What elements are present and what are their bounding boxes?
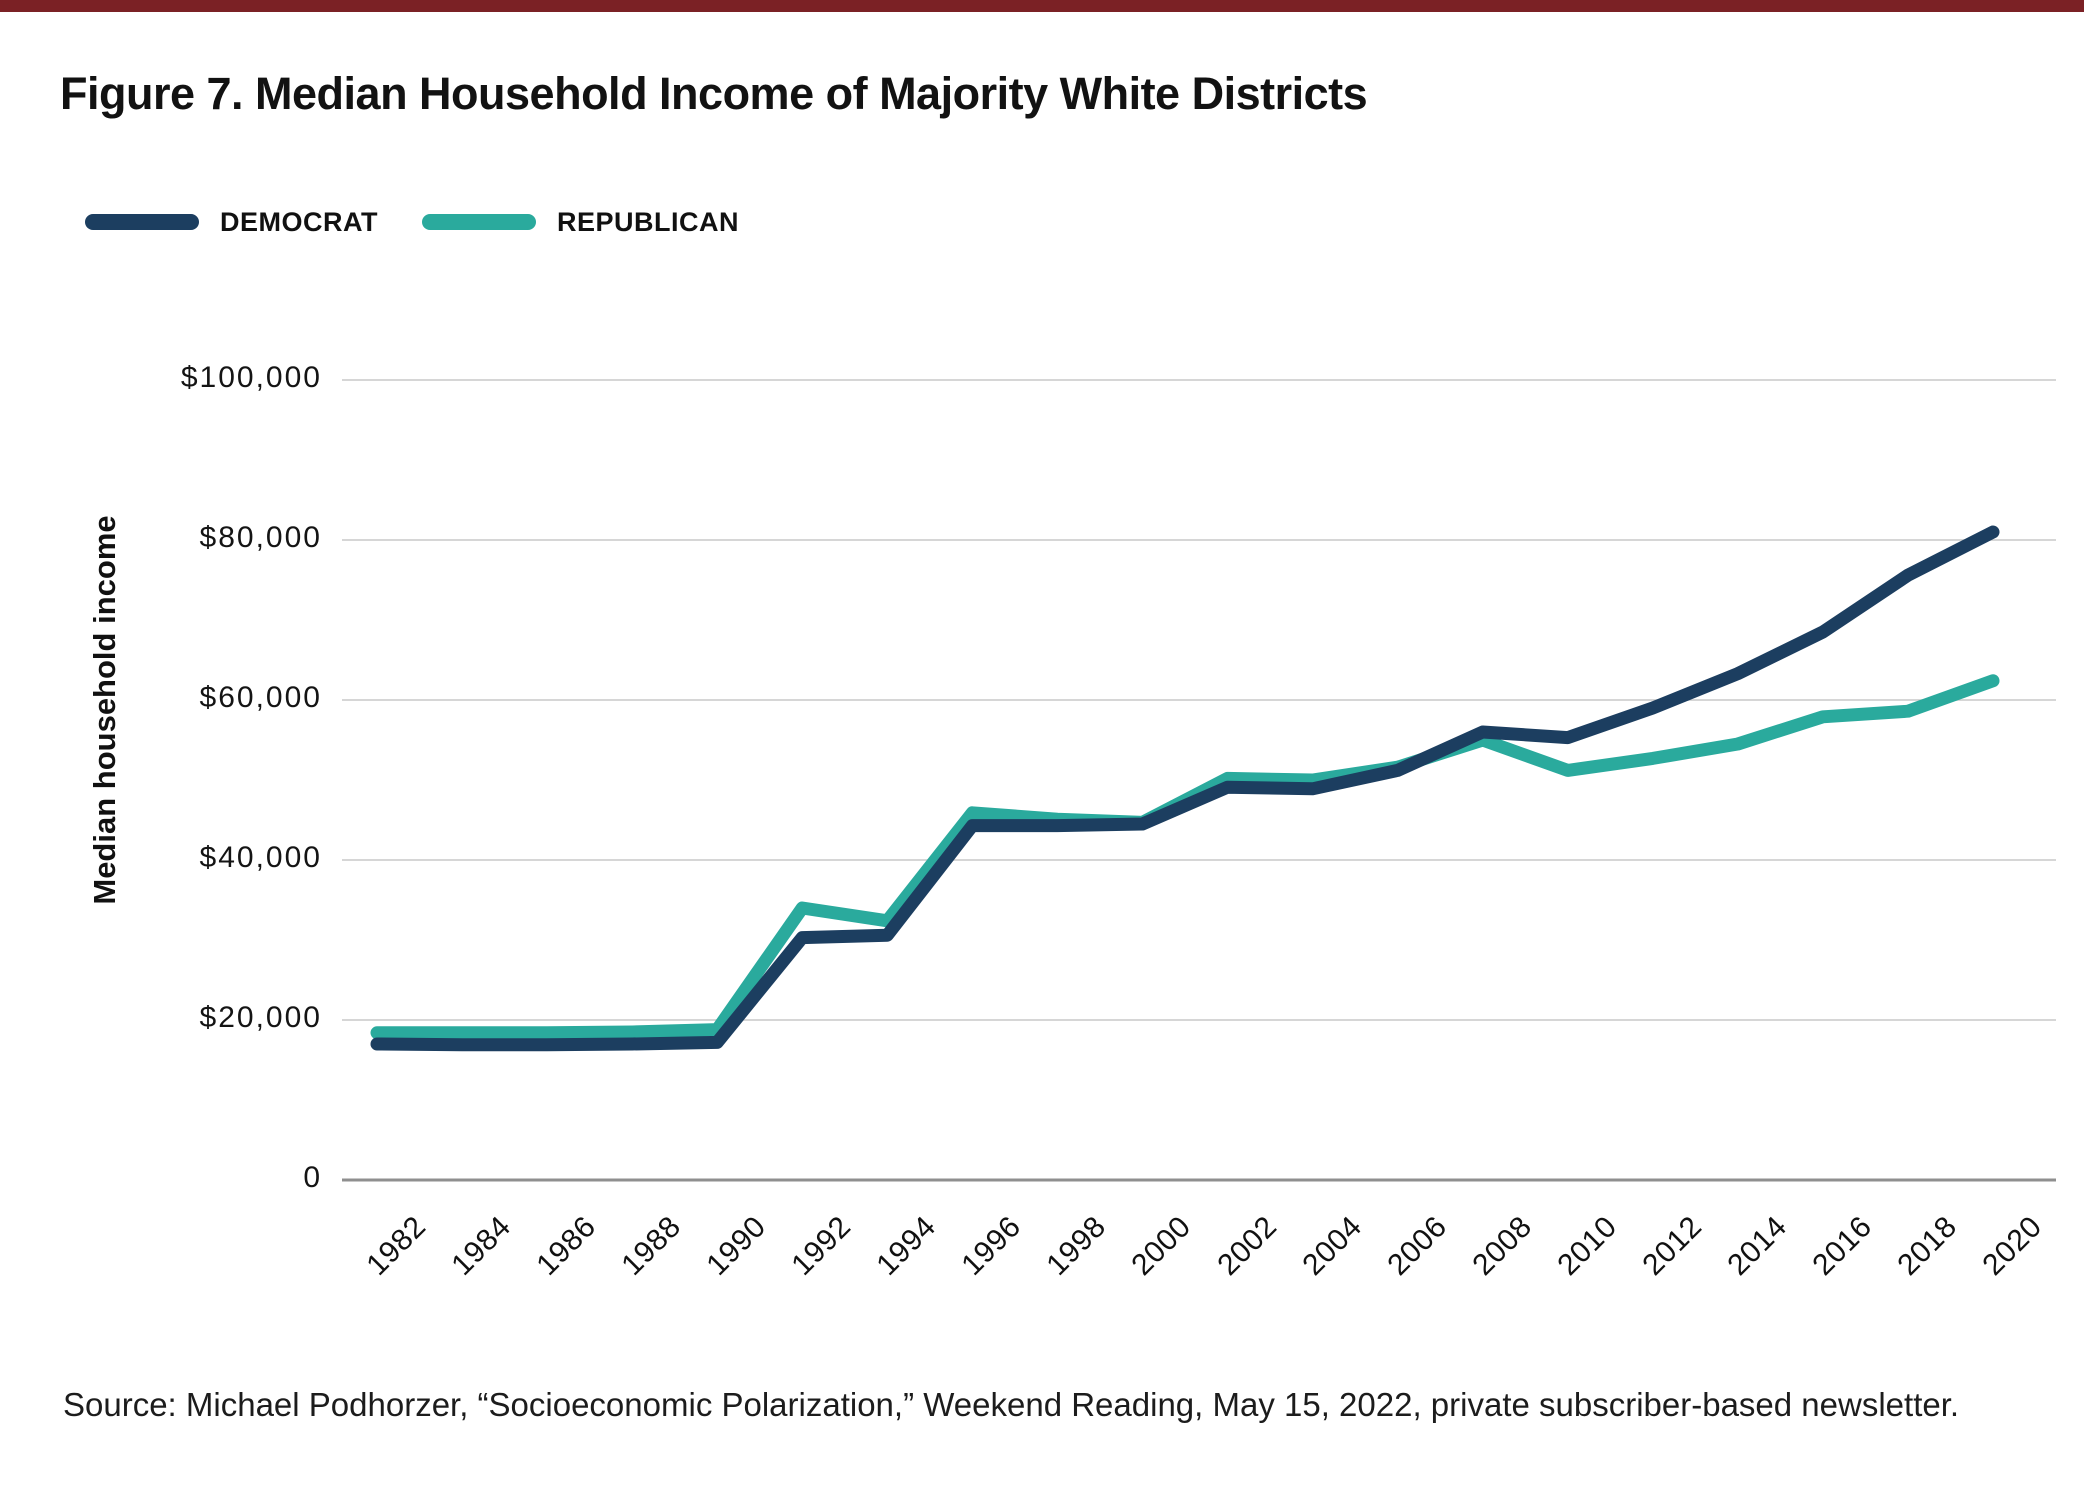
- democrat-swatch-icon: [85, 214, 199, 230]
- y-tick-label: $20,000: [199, 1001, 322, 1034]
- y-tick-label: $60,000: [199, 681, 322, 714]
- legend-item-republican: REPUBLICAN: [421, 206, 739, 238]
- republican-swatch-icon: [421, 214, 536, 230]
- y-tick-label: $40,000: [199, 841, 322, 874]
- source-note: Source: Michael Podhorzer, “Socioeconomi…: [63, 1386, 1960, 1423]
- legend-item-democrat: DEMOCRAT: [85, 207, 378, 238]
- y-tick-label: $80,000: [199, 521, 322, 554]
- legend-label-democrat: DEMOCRAT: [220, 206, 378, 237]
- republican-line: [370, 674, 2000, 1040]
- chart-legend: DEMOCRAT REPUBLICAN: [85, 204, 739, 240]
- y-tick-label: $100,000: [180, 361, 322, 394]
- figure-title: Figure 7. Median Household Income of Maj…: [60, 68, 1368, 119]
- legend-label-republican: REPUBLICAN: [556, 206, 739, 237]
- y-tick-label: 0: [303, 1161, 322, 1194]
- top-accent-bar: [0, 0, 2084, 12]
- democrat-line: [370, 525, 2000, 1052]
